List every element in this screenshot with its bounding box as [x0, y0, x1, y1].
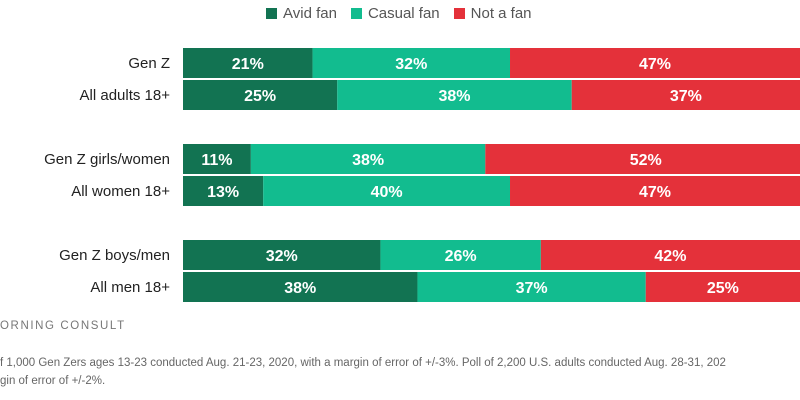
stacked-bar-chart: Gen Z 21% 32% 47% All adults 18+ 25% 38% 37% Gen… — [44, 48, 800, 302]
footnote-line-1: f 1,000 Gen Zers ages 13-23 conducted Au… — [0, 357, 726, 369]
legend-label-avid-fan: Avid fan — [283, 5, 337, 22]
footnote-line-2: gin of error of +/-2%. — [0, 375, 106, 387]
data-label-avid-fan-all-men-18: 38% — [284, 280, 316, 297]
legend-label-not-a-fan: Not a fan — [470, 5, 532, 22]
bar-avid-fan-gen-z — [183, 48, 313, 78]
bar-avid-fan-gen-z-girls-women — [183, 144, 251, 174]
bar-not-a-fan-gen-z-boys-men — [540, 240, 800, 270]
category-label-gen-z: Gen Z — [128, 55, 170, 72]
brand-logo-text: ORNING CONSULT — [0, 320, 126, 332]
legend-item-casual-fan: Casual fan — [350, 5, 440, 22]
bar-avid-fan-all-men-18 — [183, 272, 418, 302]
data-label-avid-fan-gen-z: 21% — [232, 56, 264, 73]
data-label-casual-fan-all-adults-18: 38% — [438, 88, 470, 105]
data-label-not-a-fan-gen-z: 47% — [639, 56, 671, 73]
bar-casual-fan-all-men-18 — [417, 272, 646, 302]
data-label-not-a-fan-all-adults-18: 37% — [670, 88, 702, 105]
data-label-casual-fan-gen-z-girls-women: 38% — [352, 152, 384, 169]
data-label-casual-fan-gen-z: 32% — [395, 56, 427, 73]
bar-casual-fan-gen-z-girls-women — [250, 144, 486, 174]
bar-casual-fan-all-adults-18 — [337, 80, 572, 110]
data-label-avid-fan-all-women-18: 13% — [207, 184, 239, 201]
bar-avid-fan-all-women-18 — [183, 176, 264, 206]
footnote: f 1,000 Gen Zers ages 13-23 conducted Au… — [0, 354, 800, 390]
legend-label-casual-fan: Casual fan — [367, 5, 440, 22]
bar-not-a-fan-all-adults-18 — [571, 80, 800, 110]
data-label-avid-fan-gen-z-girls-women: 11% — [201, 152, 232, 169]
data-label-avid-fan-all-adults-18: 25% — [244, 88, 276, 105]
category-label-all-adults-18: All adults 18+ — [80, 87, 171, 104]
bar-casual-fan-gen-z — [312, 48, 511, 78]
legend-item-avid-fan: Avid fan — [266, 5, 337, 22]
legend-swatch-not-a-fan — [453, 8, 465, 19]
data-label-not-a-fan-gen-z-boys-men: 42% — [654, 248, 686, 265]
bar-casual-fan-all-women-18 — [263, 176, 511, 206]
category-label-all-women-18: All women 18+ — [71, 183, 170, 200]
data-label-casual-fan-gen-z-boys-men: 26% — [445, 248, 477, 265]
bar-avid-fan-gen-z-boys-men — [183, 240, 381, 270]
bar-not-a-fan-gen-z — [510, 48, 800, 78]
legend-swatch-casual-fan — [350, 8, 362, 19]
category-label-gen-z-boys-men: Gen Z boys/men — [59, 247, 170, 264]
data-label-not-a-fan-gen-z-girls-women: 52% — [630, 152, 662, 169]
bar-casual-fan-gen-z-boys-men — [380, 240, 541, 270]
legend-swatch-avid-fan — [266, 8, 277, 19]
data-label-not-a-fan-all-men-18: 25% — [707, 280, 739, 297]
category-label-gen-z-girls-women: Gen Z girls/women — [44, 151, 170, 168]
bar-not-a-fan-all-men-18 — [645, 272, 800, 302]
category-label-all-men-18: All men 18+ — [90, 279, 170, 296]
data-label-casual-fan-all-women-18: 40% — [371, 184, 403, 201]
data-label-avid-fan-gen-z-boys-men: 32% — [266, 248, 298, 265]
data-label-casual-fan-all-men-18: 37% — [516, 280, 548, 297]
legend-item-not-a-fan: Not a fan — [453, 5, 532, 22]
data-label-not-a-fan-all-women-18: 47% — [639, 184, 671, 201]
bar-avid-fan-all-adults-18 — [183, 80, 338, 110]
chart-legend: Avid fan Casual fan Not a fan — [266, 5, 546, 22]
bar-not-a-fan-all-women-18 — [510, 176, 800, 206]
bar-not-a-fan-gen-z-girls-women — [485, 144, 800, 174]
